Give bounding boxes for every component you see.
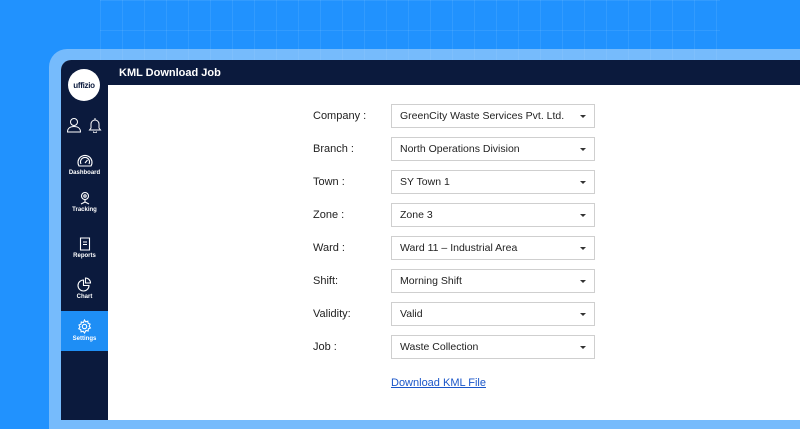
branch-value: North Operations Division [400, 143, 520, 155]
sidebar-item-settings[interactable]: Settings [61, 311, 108, 351]
app-window: uffizio Dashboard Tracking Reports Chart… [61, 60, 800, 420]
job-value: Waste Collection [400, 341, 479, 353]
logo[interactable]: uffizio [68, 69, 100, 101]
shift-select[interactable]: Morning Shift [391, 269, 595, 293]
zone-value: Zone 3 [400, 209, 433, 221]
chevron-down-icon [580, 312, 586, 316]
chevron-down-icon [580, 279, 586, 283]
chevron-down-icon [580, 114, 586, 118]
document-icon [79, 237, 90, 251]
chevron-down-icon [580, 180, 586, 184]
download-kml-link[interactable]: Download KML File [391, 377, 486, 389]
sidebar-item-tracking[interactable]: Tracking [61, 191, 108, 213]
form-row-validity: Validity: Valid [313, 302, 595, 326]
company-select[interactable]: GreenCity Waste Services Pvt. Ltd. [391, 104, 595, 128]
pie-chart-icon [77, 277, 92, 292]
ward-select[interactable]: Ward 11 – Industrial Area [391, 236, 595, 260]
zone-select[interactable]: Zone 3 [391, 203, 595, 227]
branch-label: Branch : [313, 143, 354, 155]
sidebar: uffizio Dashboard Tracking Reports Chart… [61, 60, 108, 420]
validity-label: Validity: [313, 308, 351, 320]
bell-icon[interactable] [88, 117, 102, 133]
ward-label: Ward : [313, 242, 345, 254]
form-row-zone: Zone : Zone 3 [313, 203, 595, 227]
chevron-down-icon [580, 246, 586, 250]
sidebar-item-dashboard[interactable]: Dashboard [61, 153, 108, 176]
sidebar-item-label: Tracking [72, 207, 97, 213]
branch-select[interactable]: North Operations Division [391, 137, 595, 161]
gauge-icon [76, 154, 93, 167]
sidebar-item-label: Reports [73, 253, 96, 259]
form-row-company: Company : GreenCity Waste Services Pvt. … [313, 104, 595, 128]
gear-icon [77, 319, 92, 334]
form-row-job: Job : Waste Collection [313, 335, 595, 359]
sidebar-item-label: Dashboard [68, 170, 101, 176]
user-icon[interactable] [66, 117, 82, 133]
sidebar-item-label: Settings [72, 336, 97, 342]
form-row-town: Town : SY Town 1 [313, 170, 595, 194]
company-label: Company : [313, 110, 367, 122]
chevron-down-icon [580, 213, 586, 217]
company-value: GreenCity Waste Services Pvt. Ltd. [400, 110, 565, 122]
validity-select[interactable]: Valid [391, 302, 595, 326]
validity-value: Valid [400, 308, 423, 320]
location-pin-icon [80, 191, 89, 205]
sidebar-item-reports[interactable]: Reports [61, 237, 108, 259]
form-row-shift: Shift: Morning Shift [313, 269, 595, 293]
zone-label: Zone : [313, 209, 345, 221]
form-row-branch: Branch : North Operations Division [313, 137, 595, 161]
job-label: Job : [313, 341, 337, 353]
ward-value: Ward 11 – Industrial Area [400, 242, 518, 254]
town-select[interactable]: SY Town 1 [391, 170, 595, 194]
shift-value: Morning Shift [400, 275, 462, 287]
sidebar-item-chart[interactable]: Chart [61, 277, 108, 300]
sidebar-item-label: Chart [76, 294, 93, 300]
town-value: SY Town 1 [400, 176, 450, 188]
page-title: KML Download Job [108, 60, 800, 85]
job-select[interactable]: Waste Collection [391, 335, 595, 359]
shift-label: Shift: [313, 275, 339, 287]
town-label: Town : [313, 176, 345, 188]
chevron-down-icon [580, 147, 586, 151]
chevron-down-icon [580, 345, 586, 349]
form-row-ward: Ward : Ward 11 – Industrial Area [313, 236, 595, 260]
